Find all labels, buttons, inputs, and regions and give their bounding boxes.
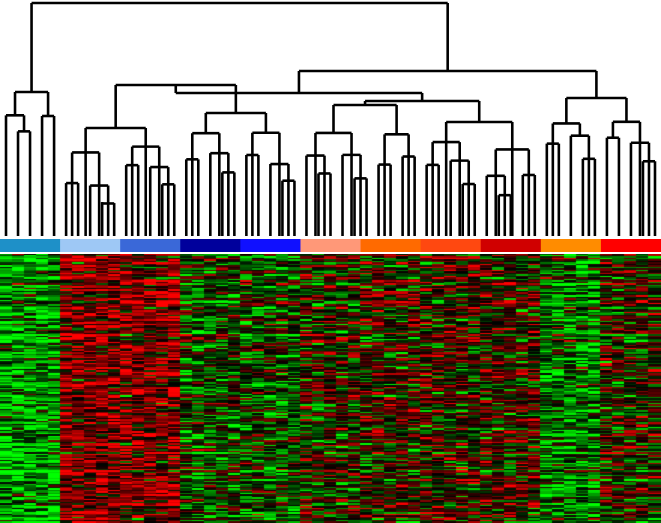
sample-dendrogram bbox=[4, 1, 657, 236]
group-color-segment-5 bbox=[240, 239, 302, 252]
group-color-segment-10 bbox=[540, 239, 602, 252]
sample-group-color-bar bbox=[0, 239, 661, 252]
group-color-segment-2 bbox=[60, 239, 121, 252]
group-color-segment-7 bbox=[360, 239, 422, 252]
group-color-segment-4 bbox=[180, 239, 241, 252]
group-color-segment-9 bbox=[480, 239, 542, 252]
group-color-segment-6 bbox=[300, 239, 362, 252]
expression-heatmap bbox=[0, 254, 661, 523]
group-color-segment-11 bbox=[600, 239, 661, 252]
group-color-segment-1 bbox=[0, 239, 61, 252]
group-color-segment-8 bbox=[420, 239, 482, 252]
group-color-segment-3 bbox=[120, 239, 181, 252]
